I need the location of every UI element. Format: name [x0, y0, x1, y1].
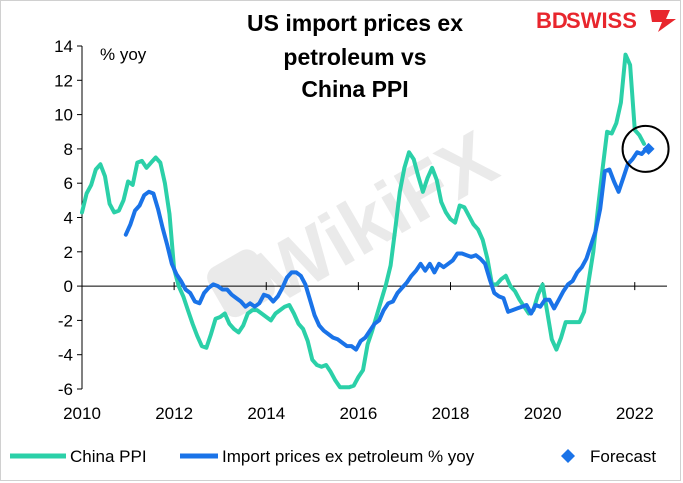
chart-title: US import prices ex petroleum vs China P… — [247, 10, 463, 102]
y-tick-label: 0 — [64, 277, 73, 296]
y-tick-label: -6 — [58, 380, 73, 399]
y-tick-label: 12 — [54, 71, 73, 90]
series-import-prices-line — [123, 146, 649, 352]
x-tick-label: 2016 — [339, 404, 377, 423]
y-tick-label: -4 — [58, 346, 73, 365]
x-tick-label: 2010 — [63, 404, 101, 423]
watermark: WikiFX — [207, 114, 511, 320]
x-tick-label: 2018 — [432, 404, 470, 423]
logo-text-bd: BD — [536, 8, 568, 33]
series-layer — [80, 52, 649, 390]
logo-text-swiss: SWISS — [566, 8, 637, 33]
legend-label-import-prices: Import prices ex petroleum % yoy — [222, 447, 475, 466]
x-axis-ticks: 2010 2012 2014 2016 2018 2020 2022 — [63, 282, 654, 423]
forecast-layer — [642, 142, 655, 155]
x-tick-label: 2022 — [616, 404, 654, 423]
unit-label: % yoy — [100, 45, 147, 64]
forecast-highlight-circle — [621, 124, 670, 173]
annotation-layer — [621, 124, 670, 173]
forecast-marker — [642, 142, 655, 155]
bdswiss-logo: BD SWISS — [536, 8, 676, 33]
legend-label-forecast: Forecast — [590, 447, 656, 466]
y-axis-ticks: -6 -4 -2 0 2 4 6 8 10 12 14 — [54, 37, 82, 399]
y-tick-label: 4 — [64, 209, 73, 228]
y-tick-label: 8 — [64, 140, 73, 159]
legend-label-china-ppi: China PPI — [70, 447, 147, 466]
logo-arrow-icon — [650, 10, 676, 32]
legend-swatch-forecast — [561, 449, 575, 463]
legend: China PPI Import prices ex petroleum % y… — [10, 447, 656, 466]
x-tick-label: 2014 — [247, 404, 285, 423]
title-line-2: petroleum vs — [283, 44, 426, 70]
x-tick-label: 2020 — [524, 404, 562, 423]
y-tick-label: 14 — [54, 37, 73, 56]
title-line-3: China PPI — [301, 76, 408, 102]
x-tick-label: 2012 — [155, 404, 193, 423]
y-tick-label: -2 — [58, 311, 73, 330]
title-line-1: US import prices ex — [247, 10, 463, 36]
y-tick-label: 10 — [54, 106, 73, 125]
watermark-logo-icon — [207, 249, 275, 318]
y-tick-label: 2 — [64, 243, 73, 262]
y-tick-label: 6 — [64, 174, 73, 193]
